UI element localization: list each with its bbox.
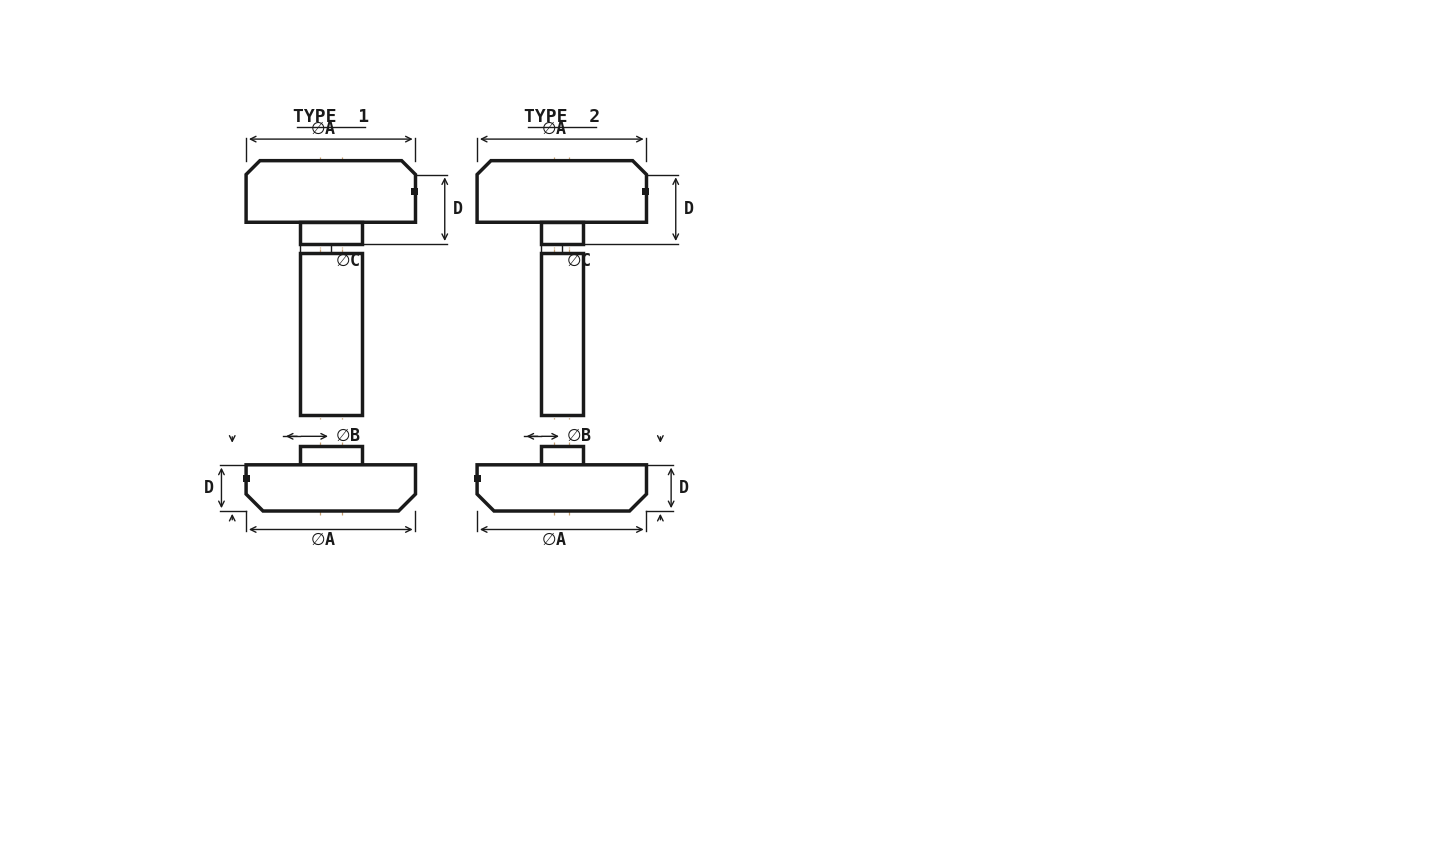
Text: TYPE  2: TYPE 2 bbox=[524, 108, 601, 126]
Text: D: D bbox=[683, 200, 693, 219]
Text: $\varnothing$B: $\varnothing$B bbox=[334, 428, 360, 445]
Text: D: D bbox=[679, 479, 689, 497]
Text: $\varnothing$A: $\varnothing$A bbox=[310, 531, 336, 550]
Polygon shape bbox=[478, 161, 647, 222]
Text: D: D bbox=[453, 200, 463, 219]
Bar bbox=[300, 253, 362, 415]
Bar bbox=[243, 475, 250, 482]
Text: $\varnothing$A: $\varnothing$A bbox=[541, 531, 567, 550]
Polygon shape bbox=[478, 465, 647, 511]
Bar bbox=[642, 188, 650, 195]
Polygon shape bbox=[246, 465, 415, 511]
Bar bbox=[300, 222, 362, 244]
Text: $\varnothing$A: $\varnothing$A bbox=[310, 120, 336, 138]
Bar bbox=[300, 446, 362, 465]
Bar bbox=[541, 222, 583, 244]
Text: $\varnothing$C: $\varnothing$C bbox=[566, 251, 590, 270]
Text: $\varnothing$C: $\varnothing$C bbox=[334, 251, 360, 270]
Bar bbox=[475, 475, 482, 482]
Text: $\varnothing$B: $\varnothing$B bbox=[566, 428, 592, 445]
Bar bbox=[541, 253, 583, 415]
Text: D: D bbox=[204, 479, 214, 497]
Polygon shape bbox=[246, 161, 415, 222]
Text: $\varnothing$A: $\varnothing$A bbox=[541, 120, 567, 138]
Text: TYPE  1: TYPE 1 bbox=[292, 108, 369, 126]
Bar bbox=[541, 446, 583, 465]
Bar bbox=[411, 188, 418, 195]
